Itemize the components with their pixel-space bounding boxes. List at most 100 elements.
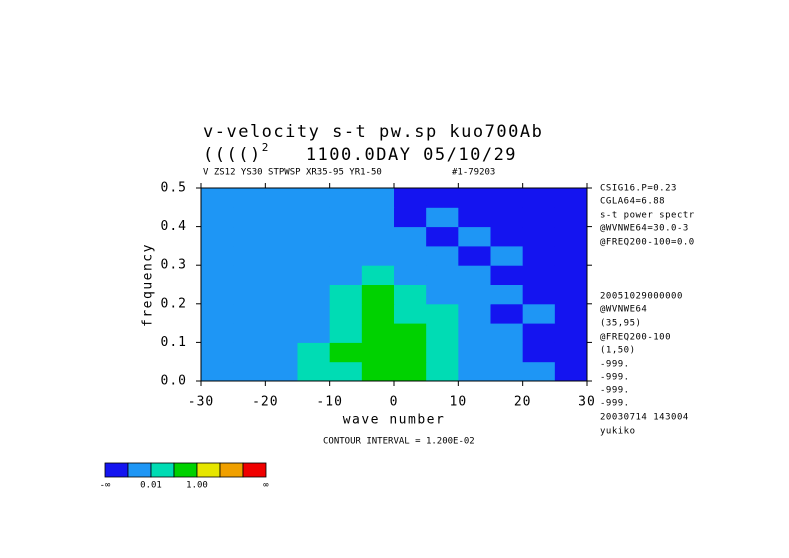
colorbar-swatch [242,462,267,478]
contour-cell [297,323,331,343]
contour-cell [522,188,556,208]
contour-interval: CONTOUR INTERVAL = 1.200E-02 [323,437,475,447]
contour-cell [426,265,459,285]
x-tick-label: 0 [390,395,399,410]
contour-cell [490,323,524,343]
contour-cell [233,284,266,305]
contour-cell [233,323,266,343]
contour-cell [522,361,556,382]
side-text: 20030714 143004 [600,413,689,423]
contour-cell [201,207,234,228]
colorbar-label: -∞ [100,481,111,491]
contour-cell [394,226,427,247]
x-tick-label: -20 [252,395,278,410]
contour-cell [554,265,588,285]
y-tick-label: 0.2 [161,296,187,311]
chart-title: v-velocity s-t pw.sp kuo700Ab [203,122,543,142]
x-tick-label: 10 [450,395,468,410]
contour-cell [329,265,363,285]
contour-cell [490,226,524,247]
contour-cell [426,207,459,228]
colorbar-swatch [127,462,152,478]
contour-cell [265,284,298,305]
contour-cell [265,265,298,285]
contour-cell [201,342,234,363]
contour-cell [458,342,491,363]
contour-cell [490,207,524,228]
contour-cell [233,207,266,228]
colorbar-label: 1.00 [186,481,208,491]
colorbar-label: 0.01 [140,481,162,491]
colorbar-swatch [150,462,175,478]
contour-cell [361,188,395,208]
contour-cell [201,303,234,324]
x-tick-label: 20 [514,395,532,410]
contour-cell [329,188,363,208]
contour-cell [522,226,556,247]
chart-title-line2: (((()2 1100.0DAY 05/10/29 [203,141,517,165]
contour-cell [426,342,459,363]
side-text: (35,95) [600,319,641,329]
contour-cell [426,323,459,343]
side-text: yukiko [600,427,636,437]
contour-cell [458,226,491,247]
title-part: (((() [203,145,262,165]
contour-cell [490,188,524,208]
contour-cell [426,188,459,208]
x-tick-label: 30 [578,395,596,410]
contour-cell [522,323,556,343]
contour-cell [554,303,588,324]
contour-cell [201,226,234,247]
side-text: @WVNWE64 [600,305,647,315]
contour-cell [426,226,459,247]
contour-cell [394,245,427,266]
subtitle: V ZS12 YS30 STPWSP XR35-95 YR1-50 [203,168,382,178]
contour-cell [458,245,491,266]
contour-cell [297,207,331,228]
contour-cell [490,361,524,382]
side-text: -999. [600,360,630,370]
contour-cell [394,342,427,363]
contour-cell [233,188,266,208]
contour-cell [394,284,427,305]
contour-cell [394,265,427,285]
side-text: (1,50) [600,346,636,356]
colorbar-swatch [173,462,198,478]
y-axis-label: frequency [141,243,156,327]
contour-cell [361,265,395,285]
contour-cell [490,303,524,324]
contour-cell [361,342,395,363]
colorbar-label: ∞ [263,481,269,491]
contour-cell [201,284,234,305]
title-part: 1100.0DAY 05/10/29 [306,145,517,165]
contour-cell [265,342,298,363]
side-text: s-t power spectr [600,211,695,221]
side-text: @FREQ200-100 [600,333,671,343]
side-text: -999. [600,399,630,409]
contour-cell [297,188,331,208]
contour-cell [394,303,427,324]
contour-cell [554,323,588,343]
contour-cell [394,323,427,343]
contour-cell [201,245,234,266]
colorbar-swatch [219,462,244,478]
contour-cell [329,342,363,363]
contour-cell [458,265,491,285]
contour-cell [554,226,588,247]
contour-cell [265,226,298,247]
contour-cell [458,188,491,208]
contour-cell [329,207,363,228]
contour-cell [458,284,491,305]
contour-cell [265,188,298,208]
contour-cell [297,226,331,247]
contour-cell [297,284,331,305]
contour-cell [233,303,266,324]
colorbar-swatch [104,462,129,478]
contour-cell [265,207,298,228]
side-text: -999. [600,373,630,383]
contour-cell [201,265,234,285]
side-text: -999. [600,386,630,396]
x-axis-label: wave number [343,413,446,428]
y-tick-label: 0.4 [161,219,187,234]
contour-cell [297,245,331,266]
